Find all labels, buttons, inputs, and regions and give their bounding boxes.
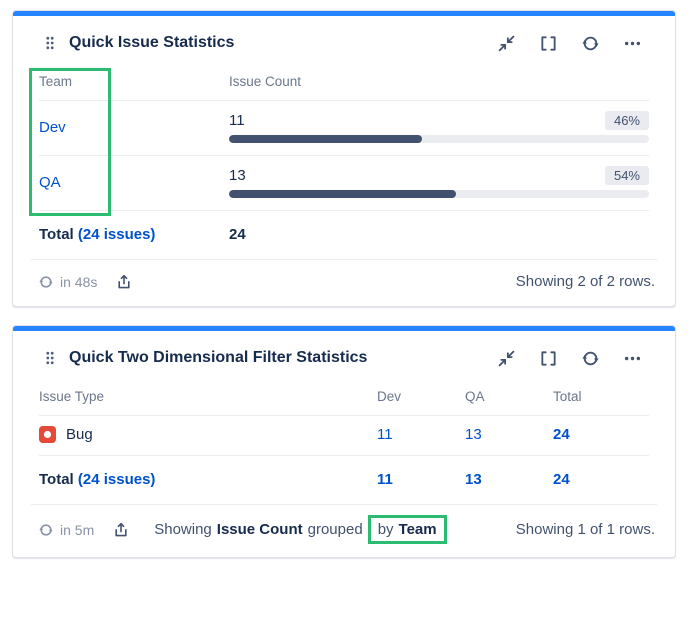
table-row-qa: QA 13 54%: [39, 156, 649, 211]
total-label: Total: [39, 226, 74, 243]
total-label: Total: [39, 471, 74, 488]
gadget-title: Quick Issue Statistics: [69, 34, 235, 51]
team-link-qa[interactable]: QA: [39, 173, 61, 191]
gadget-accent-bar: [13, 11, 675, 16]
export-icon[interactable]: [116, 274, 132, 290]
cell-link-qa[interactable]: 13: [465, 426, 482, 443]
team-link-dev[interactable]: Dev: [39, 118, 66, 136]
auto-refresh-icon[interactable]: [39, 275, 53, 289]
issue-count-value: 11: [229, 112, 245, 129]
grouped-word: grouped: [307, 521, 363, 538]
minimize-icon[interactable]: [498, 350, 515, 367]
column-header-team: Team: [39, 74, 73, 89]
issue-count-value: 13: [229, 167, 246, 184]
bug-type-icon: [39, 426, 56, 443]
auto-refresh-icon[interactable]: [39, 523, 53, 537]
gadget-title: Quick Two Dimensional Filter Statistics: [69, 349, 368, 366]
gadget-footer: in 5m Showing Issue Count grouped by Tea…: [31, 504, 657, 557]
table-row-bug: Bug 11 13 24: [39, 416, 649, 456]
progress-bar-fill: [229, 190, 456, 198]
percent-badge: 54%: [604, 166, 649, 185]
total-count-value: 24: [229, 226, 246, 243]
table-row-dev: Dev 11 46%: [39, 101, 649, 156]
auto-refresh-countdown: in 48s: [60, 273, 98, 290]
column-header-total: Total: [553, 389, 582, 404]
fullscreen-icon[interactable]: [540, 350, 557, 367]
export-icon[interactable]: [113, 522, 129, 538]
more-options-icon[interactable]: [624, 35, 641, 52]
showing-rows-text: Showing 2 of 2 rows.: [515, 273, 655, 290]
gadget-actions: [498, 35, 647, 52]
column-header-dev: Dev: [377, 389, 402, 404]
minimize-icon[interactable]: [498, 35, 515, 52]
grouped-field: Issue Count: [216, 521, 303, 538]
gadget-header: Quick Issue Statistics: [13, 16, 675, 66]
refresh-icon[interactable]: [582, 350, 599, 367]
cell-link-row-total[interactable]: 24: [553, 426, 570, 443]
more-options-icon[interactable]: [624, 350, 641, 367]
column-header-issue-type: Issue Type: [39, 389, 105, 404]
drag-handle-icon[interactable]: [45, 35, 55, 51]
cell-link-dev[interactable]: 11: [377, 426, 393, 443]
gadget-accent-bar: [13, 326, 675, 331]
two-dimensional-filter-statistics-gadget: Quick Two Dimensional Filter Statistics: [12, 325, 676, 558]
total-link-dev[interactable]: 11: [377, 471, 393, 488]
issue-statistics-table: Team Issue Count Dev 11 46%: [13, 66, 675, 259]
issue-type-label: Bug: [66, 426, 93, 443]
showing-word: Showing: [154, 521, 212, 538]
annotation-box-group-by: by Team: [367, 515, 447, 544]
drag-handle-icon[interactable]: [45, 350, 55, 366]
grouped-by-description: Showing Issue Count grouped by Team: [154, 515, 447, 544]
total-row: Total (24 issues) 11 13 24: [39, 456, 649, 504]
total-link-qa[interactable]: 13: [465, 471, 482, 488]
percent-badge: 46%: [604, 111, 649, 130]
progress-bar-track: [229, 135, 649, 143]
gadget-actions: [498, 350, 647, 367]
refresh-icon[interactable]: [582, 35, 599, 52]
auto-refresh-countdown: in 5m: [60, 521, 95, 538]
total-issues-link[interactable]: (24 issues): [77, 471, 156, 488]
total-link-total[interactable]: 24: [553, 471, 570, 488]
total-row: Total (24 issues) 24: [39, 211, 649, 259]
two-dimensional-table: Issue Type Dev QA Total Bug 11 13: [13, 381, 675, 504]
dashboard-canvas: Quick Issue Statistics: [12, 10, 676, 558]
gadget-header: Quick Two Dimensional Filter Statistics: [13, 331, 675, 381]
progress-bar-fill: [229, 135, 423, 143]
group-by-value: Team: [398, 521, 437, 538]
quick-issue-statistics-gadget: Quick Issue Statistics: [12, 10, 676, 307]
table-header-row: Team Issue Count: [39, 66, 649, 101]
column-header-qa: QA: [465, 389, 485, 404]
progress-bar-track: [229, 190, 649, 198]
showing-rows-text: Showing 1 of 1 rows.: [515, 521, 655, 538]
table-header-row: Issue Type Dev QA Total: [39, 381, 649, 416]
column-header-issue-count: Issue Count: [229, 74, 302, 89]
gadget-footer: in 48s Showing 2 of 2 rows.: [31, 259, 657, 306]
fullscreen-icon[interactable]: [540, 35, 557, 52]
by-word: by: [377, 521, 394, 538]
total-issues-link[interactable]: (24 issues): [77, 226, 156, 243]
